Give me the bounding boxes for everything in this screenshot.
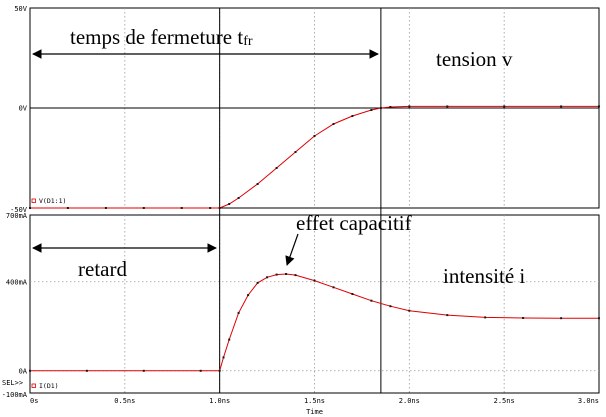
top-data-point [66, 207, 69, 209]
top-y-tick-label: 0V [19, 105, 28, 113]
bottom-data-point [484, 316, 487, 319]
capacitive-effect-arrow [285, 233, 299, 266]
bottom-y-tick-label: 700mA [6, 212, 28, 220]
top-data-point [237, 197, 240, 199]
top-data-point [29, 207, 31, 209]
bottom-data-point [29, 369, 31, 372]
top-data-point [389, 106, 392, 108]
bottom-data-point [256, 281, 259, 284]
top-data-point [408, 105, 411, 108]
axis-labels: 50V 0V -50V V(D1:1) 700mA 400mA 0A -100mA I(D1) S… [2, 5, 599, 416]
bottom-legend-swatch [31, 383, 36, 388]
top-data-point [598, 105, 600, 108]
bottom-data-point [598, 317, 600, 320]
bottom-data-point [222, 356, 225, 359]
bottom-data-point [560, 317, 563, 320]
voltage-label: tension v [436, 47, 513, 71]
sel-marker: SEL>> [2, 379, 23, 387]
top-data-point [560, 105, 563, 108]
bottom-data-point [237, 311, 240, 314]
marker-lines [219, 8, 382, 393]
x-tick-label: 2.5ns [494, 397, 515, 405]
top-data-point [370, 109, 373, 111]
top-data-point [294, 151, 297, 153]
top-data-point [379, 107, 382, 109]
bottom-data-point [522, 317, 525, 319]
bottom-data-point [294, 274, 297, 277]
bottom-data-point [408, 309, 411, 312]
bottom-data-point [142, 369, 145, 372]
bottom-data-point [351, 293, 354, 295]
bottom-data-point [228, 338, 231, 341]
x-tick-label: 2.0ns [399, 397, 420, 405]
bottom-y-tick-label: 400mA [6, 278, 28, 286]
x-tick-label: 0.5ns [114, 397, 135, 405]
bottom-y-tick-label: 0A [19, 367, 28, 375]
x-tick-label: 1.5ns [304, 397, 325, 405]
bottom-data-point [247, 294, 250, 297]
x-axis-title: Time [306, 408, 323, 416]
bottom-data-point [370, 299, 373, 302]
top-data-point [351, 115, 354, 117]
top-data-point [503, 105, 506, 108]
delay-label: retard [78, 257, 127, 281]
bottom-data-point [275, 273, 278, 276]
annotations: temps de fermeture tfr tension v retard … [32, 25, 525, 288]
traces [29, 105, 600, 372]
capacitive-effect-label: effet capacitif [296, 211, 412, 235]
top-y-tick-label: -50V [10, 206, 28, 214]
x-tick-label: 0s [30, 397, 38, 405]
x-tick-label: 3.0ns [578, 397, 599, 405]
bottom-data-point [332, 286, 335, 289]
top-data-point [446, 105, 449, 108]
grid-lines [30, 8, 599, 393]
bottom-data-point [85, 369, 88, 372]
top-data-point [313, 135, 316, 137]
top-data-point [142, 207, 145, 209]
top-data-point [256, 183, 259, 185]
bottom-data-point [313, 279, 316, 282]
top-legend-label: V(D1:1) [39, 197, 66, 205]
top-data-point [218, 207, 221, 209]
top-data-point [332, 123, 335, 125]
top-data-point [275, 167, 278, 169]
top-data-point [180, 207, 183, 209]
top-data-point [209, 207, 212, 209]
bottom-data-point [389, 305, 392, 308]
bottom-data-point [199, 369, 202, 372]
current-label: intensité i [443, 264, 525, 288]
turn-off-time-label: temps de fermeture tfr [70, 25, 253, 49]
top-data-point [228, 203, 231, 205]
bottom-y-tick-label: -100mA [2, 391, 28, 399]
bottom-legend-label: I(D1) [39, 382, 59, 390]
top-legend-swatch [31, 198, 36, 203]
top-y-tick-label: 50V [14, 5, 27, 13]
bottom-data-point [446, 314, 449, 317]
top-data-point [104, 207, 107, 209]
bottom-data-point [218, 369, 221, 372]
x-tick-label: 1.0ns [209, 397, 230, 405]
bottom-data-point [266, 276, 269, 279]
bottom-data-point [285, 273, 288, 275]
